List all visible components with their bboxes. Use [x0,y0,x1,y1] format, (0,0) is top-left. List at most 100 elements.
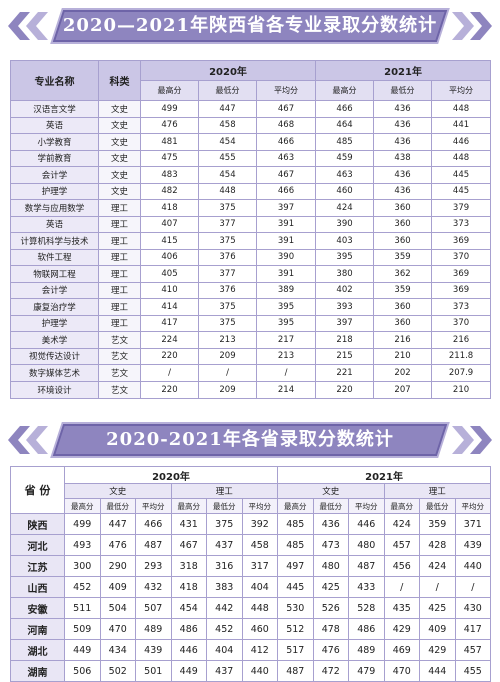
subheader-row: 最高分 最低分 平均分 最高分 最低分 平均分 最高分 最低分 平均分 最高分 最低分 平均分 [11,498,492,514]
score-cell: 317 [241,555,279,577]
score-cell: 446 [170,639,207,661]
table-row: 会计学 理工 410 376 389 402 359 369 [10,281,492,299]
table-row: 美术学 艺文 224 213 217 218 216 216 [10,331,492,349]
major-name-cell: 美术学 [10,331,99,349]
score-cell: 391 [255,232,317,250]
score-cell: 377 [198,215,257,233]
score-cell: 360 [373,298,433,316]
score-cell: 431 [170,513,207,535]
score-cell: 210 [373,347,433,365]
score-cell: 424 [383,513,421,535]
score-cell: 216 [373,331,433,349]
score-cell: 466 [315,100,375,118]
score-cell: 360 [373,215,433,233]
score-cell: 395 [315,248,375,266]
score-cell: 454 [198,166,257,184]
header-year-2020: 2020年 [139,60,317,81]
score-cell: 424 [419,555,456,577]
score-cell: 362 [373,265,433,283]
score-cell: 468 [255,116,317,134]
score-cell: 436 [373,100,433,118]
table-row: 湖北 449 434 439 446 404 412 517 476 489 469 429 457 [10,639,492,661]
score-cell: 472 [312,660,350,682]
score-cell: 458 [198,116,257,134]
score-cell: 209 [198,380,257,399]
score-cell: 395 [255,298,317,316]
score-cell: 478 [312,618,350,640]
banner-major-scores: 2020—2021年陕西省各专业录取分数统计 [0,8,500,44]
score-cell: 404 [206,639,243,661]
header-year-2020: 2020年 [63,466,279,484]
score-cell: 528 [348,597,385,619]
score-cell: 452 [64,576,101,598]
score-cell: 370 [431,248,492,266]
score-cell: 460 [315,182,375,200]
score-cell: 217 [255,331,317,349]
score-cell: 476 [312,639,350,661]
category-cell: 文史 [98,133,141,151]
score-cell: 390 [255,248,317,266]
score-cell: 375 [206,513,243,535]
table-row: 环境设计 艺文 220 209 214 220 207 210 [10,380,492,399]
score-cell: 463 [315,166,375,184]
score-cell: 429 [383,618,421,640]
score-cell: 502 [99,660,136,682]
score-cell: 466 [255,133,317,151]
subheader-cell: 平均分 [431,80,492,101]
score-cell: 376 [198,281,257,299]
header-year-2021: 2021年 [315,60,492,81]
major-name-cell: 会计学 [10,281,99,299]
province-name-cell: 湖南 [10,660,65,682]
score-cell: 517 [277,639,314,661]
score-cell: 457 [454,639,492,661]
score-cell: 441 [431,116,492,134]
major-name-cell: 会计学 [10,166,99,184]
subheader-cell: 平均分 [348,498,385,514]
score-cell: 415 [140,232,199,250]
score-cell: 506 [64,660,101,682]
chevron-right-icon [452,426,492,454]
category-cell: 艺文 [98,331,141,349]
score-cell: 485 [277,513,314,535]
score-cell: 202 [373,364,433,382]
score-cell: 397 [315,314,375,332]
score-cell: 501 [135,660,172,682]
score-cell: 430 [454,597,492,619]
score-cell: 220 [140,347,199,365]
score-cell: 359 [373,248,433,266]
score-cell: 458 [241,534,279,556]
score-cell: 470 [99,618,136,640]
score-cell: 391 [255,265,317,283]
major-name-cell: 视觉传达设计 [10,347,99,365]
header-major: 专业名称 [10,60,99,101]
chevron-left-icon [8,12,48,40]
score-cell: 418 [170,576,207,598]
category-cell: 理工 [98,314,141,332]
score-cell: 404 [241,576,279,598]
score-cell: 483 [140,166,199,184]
province-scores-body: 陕西 499 447 466 431 375 392 485 436 446 424 359 371 河北… [10,513,492,682]
score-cell: 376 [198,248,257,266]
score-cell: 499 [64,513,101,535]
score-cell: 460 [241,618,279,640]
subheader-cell: 平均分 [454,498,492,514]
major-name-cell: 学前教育 [10,149,99,167]
score-cell: 418 [140,199,199,217]
score-cell: 393 [315,298,375,316]
major-name-cell: 汉语言文学 [10,100,99,118]
score-cell: 476 [99,534,136,556]
header-year-2021: 2021年 [277,466,492,484]
score-cell: 481 [140,133,199,151]
score-cell: 440 [241,660,279,682]
table-row: 物联网工程 理工 405 377 391 380 362 369 [10,265,492,283]
score-cell: 466 [255,182,317,200]
score-cell: 209 [198,347,257,365]
table-row: 护理学 理工 417 375 395 397 360 370 [10,314,492,332]
score-cell: 375 [198,232,257,250]
score-cell: 454 [170,597,207,619]
subheader-cell: 最高分 [383,498,421,514]
category-cell: 理工 [98,199,141,217]
score-cell: 290 [99,555,136,577]
score-cell: 436 [373,182,433,200]
score-cell: 218 [315,331,375,349]
